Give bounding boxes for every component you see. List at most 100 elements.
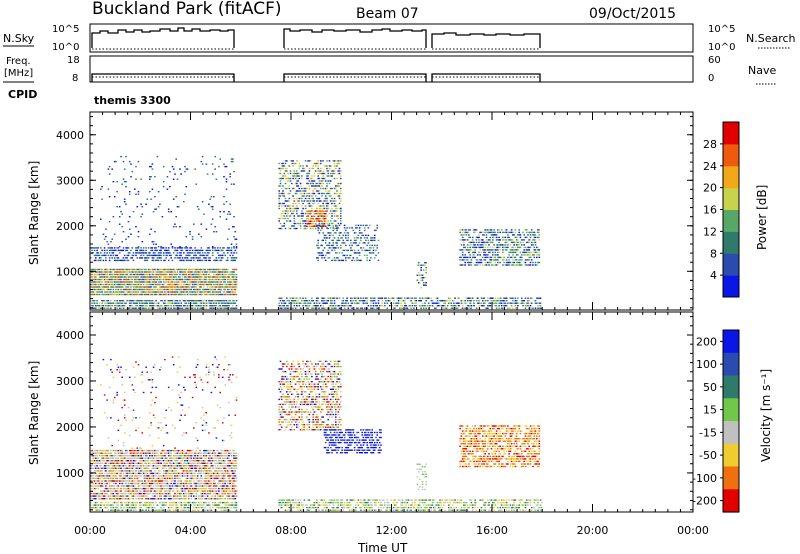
power-cell <box>208 257 210 259</box>
velocity-cell <box>107 449 110 452</box>
velocity-cell <box>97 485 100 487</box>
power-cell <box>326 167 328 170</box>
power-cell <box>500 300 503 302</box>
power-cell <box>107 286 110 288</box>
power-cell <box>166 302 169 304</box>
power-cell <box>225 165 228 168</box>
power-cell <box>152 257 155 259</box>
velocity-cell <box>91 460 93 462</box>
power-cell <box>188 268 190 271</box>
power-cell <box>194 293 196 296</box>
power-cell <box>167 268 170 271</box>
power-cell <box>316 305 318 307</box>
power-cell <box>144 281 146 283</box>
power-cell <box>116 286 118 288</box>
power-cell <box>196 273 199 276</box>
power-cell <box>230 247 233 249</box>
power-cell <box>319 172 322 175</box>
velocity-cell <box>125 470 127 472</box>
power-cell <box>199 281 201 283</box>
power-cell <box>155 273 157 276</box>
velocity-cell <box>110 455 112 457</box>
power-cell <box>136 293 139 296</box>
power-cell <box>139 300 141 302</box>
power-cell <box>157 307 160 309</box>
power-cell <box>527 246 529 249</box>
velocity-cell <box>97 467 100 469</box>
power-cell <box>341 305 343 307</box>
power-cell <box>309 177 312 180</box>
power-cell <box>487 249 489 251</box>
power-cell <box>174 300 176 302</box>
power-cell <box>122 300 125 302</box>
nsearch-tick-top: 10^5 <box>708 24 735 35</box>
power-cell <box>208 276 210 278</box>
power-cell <box>345 300 347 302</box>
power-cell <box>329 234 332 237</box>
power-cell <box>292 177 294 180</box>
power-cell <box>287 212 289 215</box>
power-cell <box>140 276 142 278</box>
power-cell <box>176 206 179 208</box>
power-cell <box>130 293 132 296</box>
power-cell <box>101 281 103 283</box>
power-cell <box>525 236 528 239</box>
power-cell <box>483 297 485 299</box>
power-cell <box>113 300 116 302</box>
power-cell <box>200 160 203 163</box>
power-cell <box>468 264 470 266</box>
power-cell <box>128 300 131 302</box>
power-cell <box>130 276 132 278</box>
power-cell <box>208 283 210 286</box>
power-cell <box>287 307 289 309</box>
power-cell <box>479 244 481 246</box>
colorbar-tick-label: 4 <box>710 269 717 282</box>
power-cell <box>340 247 342 249</box>
power-cell <box>223 211 225 213</box>
velocity-cell <box>90 460 92 462</box>
power-cell <box>103 276 106 278</box>
power-cell <box>323 165 326 167</box>
velocity-cell <box>121 492 123 495</box>
power-cell <box>528 254 530 256</box>
velocity-cell <box>110 480 112 482</box>
velocity-cell <box>115 498 117 500</box>
power-cell <box>93 302 96 304</box>
power-cell <box>454 307 456 309</box>
power-cell <box>385 297 387 299</box>
power-cell <box>482 234 484 236</box>
velocity-cell <box>95 477 97 480</box>
power-cell <box>122 278 125 281</box>
power-cell <box>120 307 122 309</box>
velocity-cell <box>123 457 126 459</box>
power-cell <box>465 231 468 234</box>
power-cell <box>302 305 304 307</box>
power-cell <box>319 205 322 207</box>
power-cell <box>221 254 224 257</box>
power-cell <box>278 220 280 222</box>
power-cell <box>189 300 191 302</box>
power-cell <box>417 274 420 276</box>
power-cell <box>347 305 350 307</box>
power-cell <box>107 307 110 309</box>
power-cell <box>195 288 198 291</box>
power-cell <box>209 268 211 271</box>
power-cell <box>371 297 373 299</box>
power-cell <box>92 288 95 291</box>
power-cell <box>317 247 319 249</box>
power-cell <box>185 249 188 252</box>
power-cell <box>309 225 312 227</box>
power-cell <box>456 297 459 299</box>
power-cell <box>177 293 180 296</box>
power-cell <box>216 307 219 309</box>
power-cell <box>299 165 302 167</box>
power-cell <box>510 297 513 299</box>
power-cell <box>292 307 294 309</box>
velocity-cell <box>115 482 117 485</box>
power-cell <box>332 210 335 212</box>
power-cell <box>134 286 136 288</box>
power-cell <box>294 202 297 205</box>
power-cell <box>151 257 154 259</box>
velocity-cell <box>98 485 101 487</box>
power-cell <box>443 307 445 309</box>
